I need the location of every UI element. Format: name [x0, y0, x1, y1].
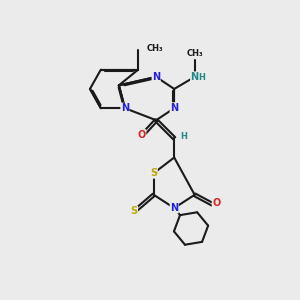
Text: S: S	[150, 168, 157, 178]
Text: CH₃: CH₃	[186, 49, 203, 58]
Text: N: N	[121, 103, 129, 113]
Text: N: N	[170, 203, 178, 213]
Text: O: O	[138, 130, 146, 140]
Text: H: H	[180, 132, 187, 141]
Text: N: N	[170, 103, 178, 113]
Text: O: O	[212, 198, 220, 208]
Text: H: H	[198, 73, 205, 82]
Text: S: S	[130, 206, 138, 216]
Text: CH₃: CH₃	[146, 44, 163, 53]
Text: N: N	[190, 72, 199, 82]
Text: N: N	[152, 72, 160, 82]
